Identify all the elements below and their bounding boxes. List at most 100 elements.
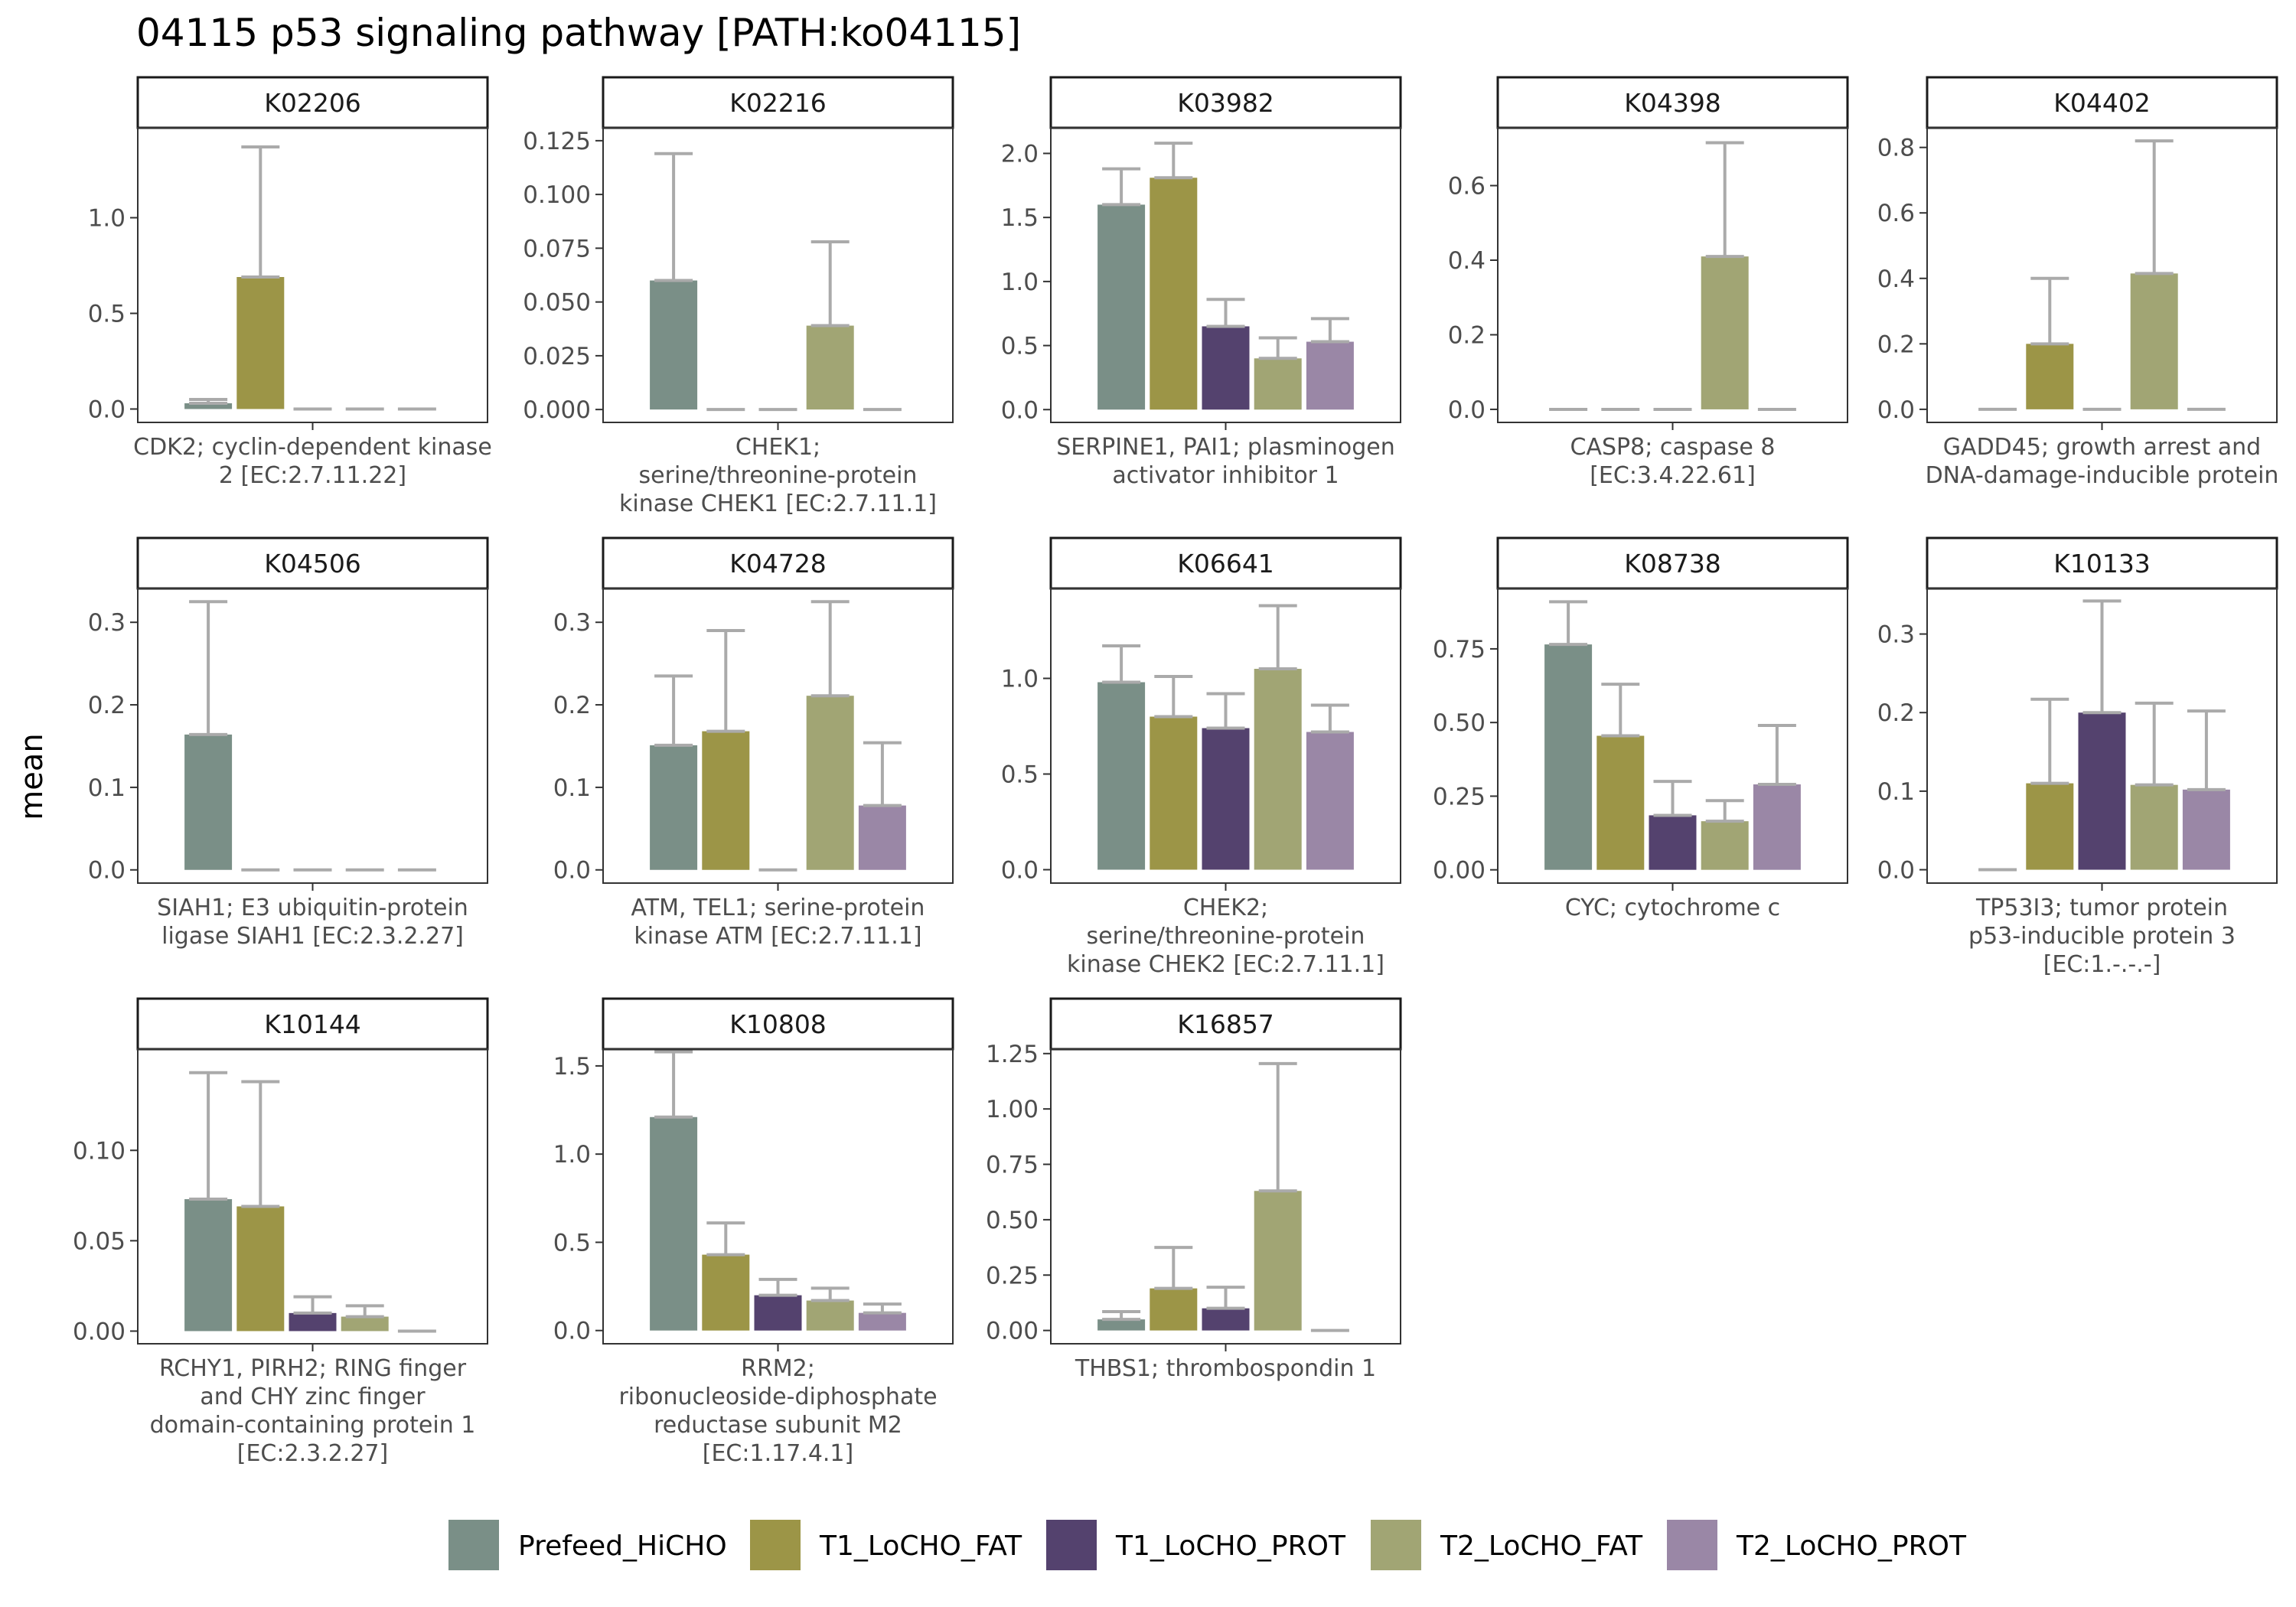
y-tick-label: 0.0 (553, 1318, 591, 1345)
bar-t1_locho_fat (1150, 178, 1198, 410)
facet-strip-label: K10133 (2053, 549, 2151, 579)
facet-strip-label: K10144 (264, 1009, 361, 1039)
y-tick-label: 1.0 (1001, 666, 1039, 693)
y-tick-label: 0.3 (88, 609, 126, 637)
bar-prefeed_hicho (650, 1116, 698, 1331)
bar-prefeed_hicho (650, 280, 698, 410)
bar-t1_locho_prot (289, 1312, 337, 1332)
x-category-label: TP53I3; tumor protein (1975, 895, 2228, 921)
x-category-label: serine/threonine-protein (639, 462, 918, 489)
facet-strip (1496, 536, 1849, 590)
y-tick-label: 1.0 (553, 1141, 591, 1169)
y-tick-label: 0.000 (523, 396, 591, 424)
y-tick-label: 0.50 (986, 1207, 1039, 1234)
facet-strip-label: K02216 (729, 88, 827, 118)
y-tick-label: 0.4 (1448, 247, 1486, 275)
y-tick-label: 0.0 (1877, 857, 1915, 885)
y-tick-label: 0.100 (523, 181, 591, 209)
facet-panel-k06641: K06641 0.0 0.5 1.0 CHEK2;serine/threonine-pr… (1001, 536, 1402, 978)
y-tick-label: 0.00 (986, 1318, 1039, 1345)
legend-swatch (1371, 1520, 1421, 1570)
bar-t1_locho_fat (2026, 783, 2074, 870)
bar-t2_locho_prot (1306, 341, 1354, 410)
facet-strip (1926, 76, 2278, 129)
y-tick-label: 0.4 (1877, 266, 1915, 293)
facet-strip-label: K06641 (1177, 549, 1274, 579)
x-category-label: 2 [EC:2.7.11.22] (219, 462, 406, 489)
facet-panel-k02206: K02206 0.0 0.5 1.0 CDK2; cyclin-dependent ki… (88, 76, 492, 489)
y-tick-label: 0.6 (1448, 173, 1486, 200)
facet-strip-label: K16857 (1177, 1009, 1274, 1039)
y-tick-label: 0.05 (73, 1227, 126, 1255)
x-category-label: domain-containing protein 1 (150, 1412, 476, 1439)
facet-strip (136, 76, 489, 129)
bar-t2_locho_prot (1753, 784, 1801, 870)
y-tick-label: 0.3 (553, 609, 591, 637)
legend-swatch (1046, 1520, 1097, 1570)
facet-strip-label: K04506 (264, 549, 361, 579)
y-tick-label: 0.8 (1877, 135, 1915, 162)
legend-label: T1_LoCHO_PROT (1115, 1530, 1346, 1562)
bar-prefeed_hicho (1097, 682, 1146, 870)
bar-t2_locho_fat (2130, 784, 2178, 870)
bar-t1_locho_fat (2026, 344, 2074, 409)
y-tick-label: 0.3 (1877, 621, 1915, 649)
facet-panel-k10144: K10144 0.00 0.05 0.10 RCHY1, PIRH2; RING fin… (73, 997, 489, 1467)
facet-panel-k04398: K04398 0.0 0.2 0.4 0.6 CASP8; caspase 8[EC:3.… (1448, 76, 1849, 489)
legend-label: T2_LoCHO_PROT (1736, 1530, 1967, 1562)
y-tick-label: 0.50 (1433, 709, 1486, 737)
bar-t1_locho_fat (702, 1254, 750, 1331)
x-category-label: THBS1; thrombospondin 1 (1075, 1355, 1376, 1382)
bar-prefeed_hicho (184, 1199, 233, 1332)
x-category-label: [EC:3.4.22.61] (1590, 462, 1756, 489)
legend-label: T2_LoCHO_FAT (1440, 1530, 1643, 1562)
y-tick-label: 0.00 (1433, 857, 1486, 885)
bar-t2_locho_prot (858, 1312, 906, 1331)
facet-panel-k08738: K08738 0.00 0.25 0.50 0.75 CYC; cytochrome c (1433, 536, 1849, 921)
facet-strip-label: K03982 (1177, 88, 1274, 118)
x-category-label: and CHY zinc finger (200, 1384, 426, 1410)
x-category-label: [EC:1.-.-.-] (2043, 951, 2161, 978)
bar-prefeed_hicho (1097, 204, 1146, 410)
y-tick-label: 0.050 (523, 289, 591, 317)
bar-t2_locho_prot (2182, 789, 2230, 870)
bar-t2_locho_prot (858, 805, 906, 870)
bar-t2_locho_fat (2130, 273, 2178, 409)
facet-panel-k04402: K04402 0.0 0.2 0.4 0.6 0.8 GADD45; growth arre… (1877, 76, 2278, 489)
bar-t1_locho_fat (1150, 716, 1198, 870)
bar-t1_locho_fat (1150, 1288, 1198, 1331)
y-tick-label: 0.00 (73, 1318, 126, 1345)
bar-t1_locho_prot (2078, 712, 2126, 870)
bar-t2_locho_fat (1701, 256, 1749, 409)
bar-t1_locho_fat (236, 277, 285, 409)
facet-panel-k03982: K03982 0.0 0.5 1.0 1.5 2.0 SERPINE1, PAI1; pla… (1001, 76, 1402, 489)
panel-border (137, 127, 488, 423)
facet-strip-label: K08738 (1624, 549, 1721, 579)
bar-t2_locho_prot (1306, 732, 1354, 870)
x-category-label: CDK2; cyclin-dependent kinase (133, 434, 492, 461)
y-tick-label: 0.2 (553, 692, 591, 719)
facet-panels: K02206 0.0 0.5 1.0 CDK2; cyclin-dependent ki… (73, 76, 2278, 1467)
bar-t2_locho_fat (806, 325, 854, 410)
y-tick-label: 0.1 (88, 774, 126, 802)
bar-t1_locho_prot (1649, 815, 1697, 870)
y-tick-label: 1.0 (88, 205, 126, 233)
y-tick-label: 0.2 (1877, 331, 1915, 358)
legend-item-t2_locho_prot: T2_LoCHO_PROT (1667, 1520, 1967, 1570)
bar-t1_locho_prot (1202, 728, 1250, 870)
legend-item-t1_locho_prot: T1_LoCHO_PROT (1046, 1520, 1346, 1570)
legend-swatch (1667, 1520, 1717, 1570)
y-tick-label: 1.5 (1001, 204, 1039, 232)
bar-t1_locho_prot (1202, 326, 1250, 410)
x-category-label: reductase subunit M2 (654, 1412, 902, 1439)
bar-t2_locho_fat (806, 1300, 854, 1331)
facet-strip-label: K04398 (1624, 88, 1721, 118)
y-tick-label: 0.5 (88, 301, 126, 328)
bar-t2_locho_fat (1254, 1191, 1302, 1331)
y-tick-label: 0.5 (1001, 333, 1039, 360)
y-tick-label: 1.0 (1001, 269, 1039, 296)
chart-title: 04115 p53 signaling pathway [PATH:ko0411… (136, 11, 1021, 55)
bar-t1_locho_prot (754, 1295, 802, 1331)
x-category-label: SIAH1; E3 ubiquitin-protein (157, 895, 468, 921)
facet-strip (602, 997, 954, 1051)
